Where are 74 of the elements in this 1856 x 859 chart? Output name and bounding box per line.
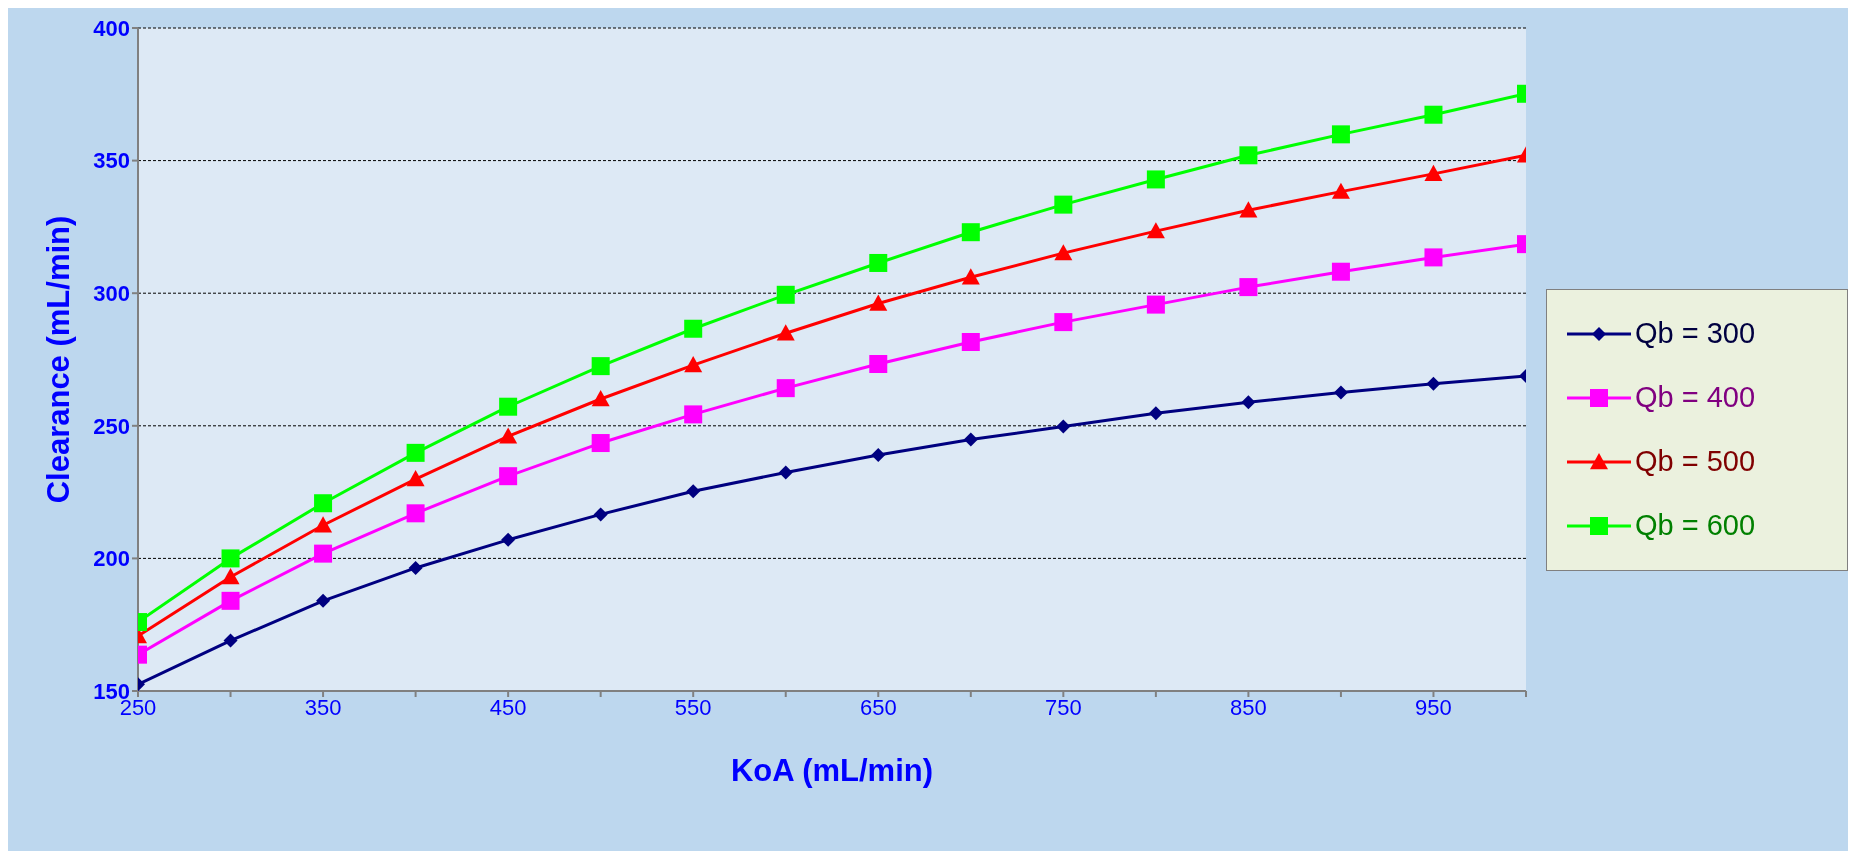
- point: [1424, 164, 1443, 182]
- x-tick-label: 350: [304, 694, 342, 720]
- point: [591, 390, 610, 407]
- point: [1146, 170, 1165, 189]
- x-tick-label: 750: [1044, 694, 1082, 720]
- point: [1331, 125, 1350, 144]
- point: [221, 567, 240, 585]
- point: [406, 504, 425, 523]
- point: [223, 633, 238, 648]
- point: [1333, 385, 1348, 400]
- point: [869, 253, 888, 272]
- point: [778, 465, 793, 480]
- point: [499, 427, 518, 444]
- point: [1424, 248, 1443, 267]
- point: [1148, 406, 1163, 421]
- x-tick-label: 550: [674, 694, 712, 720]
- point: [314, 494, 333, 513]
- point: [1331, 182, 1350, 199]
- point: [406, 443, 425, 462]
- point: [314, 516, 333, 533]
- x-tick-label: 450: [489, 694, 527, 720]
- point: [591, 357, 610, 376]
- point: [686, 484, 701, 499]
- point: [1424, 105, 1443, 124]
- point: [684, 319, 703, 338]
- point: [684, 405, 703, 424]
- point: [776, 324, 795, 341]
- point: [963, 432, 978, 447]
- legend-label: Qb = 400: [1635, 381, 1756, 414]
- point: [961, 333, 980, 351]
- point: [1146, 222, 1165, 239]
- point: [591, 434, 610, 453]
- point: [869, 355, 888, 374]
- point: [1239, 201, 1258, 218]
- point: [1239, 146, 1258, 165]
- y-tick-label: 400: [93, 15, 130, 41]
- legend-label: Qb = 300: [1635, 317, 1756, 350]
- point: [1054, 244, 1073, 261]
- point: [406, 470, 425, 487]
- legend-label: Qb = 500: [1635, 445, 1756, 478]
- point: [499, 467, 518, 486]
- point: [776, 379, 795, 398]
- x-axis-title: KoA (mL/min): [730, 753, 934, 788]
- y-tick-label: 250: [93, 413, 130, 439]
- y-tick-label: 200: [93, 546, 130, 572]
- point: [221, 591, 240, 610]
- y-axis-title: Clearance (mL/min): [41, 215, 77, 504]
- point: [1241, 395, 1256, 410]
- point: [314, 544, 333, 563]
- point: [408, 560, 423, 575]
- point: [776, 285, 795, 304]
- y-tick-label: 350: [93, 148, 130, 174]
- point: [1239, 278, 1258, 297]
- point: [1054, 195, 1073, 214]
- point: [499, 397, 518, 416]
- point: [316, 593, 331, 608]
- x-tick-label: 650: [859, 694, 897, 720]
- x-tick-label: 850: [1230, 694, 1267, 720]
- point: [961, 223, 980, 242]
- point: [684, 356, 703, 373]
- legend-label: Qb = 600: [1635, 509, 1756, 542]
- point: [1426, 376, 1441, 391]
- point: [1054, 313, 1073, 332]
- point: [1146, 295, 1165, 314]
- point: [1331, 262, 1350, 281]
- point: [593, 507, 608, 522]
- point: [501, 532, 516, 547]
- point: [221, 549, 240, 568]
- point: [961, 268, 980, 285]
- point: [1056, 419, 1071, 434]
- point: [871, 447, 886, 462]
- y-tick-label: 300: [93, 281, 130, 307]
- x-tick-label: 950: [1415, 694, 1452, 720]
- point: [869, 294, 888, 311]
